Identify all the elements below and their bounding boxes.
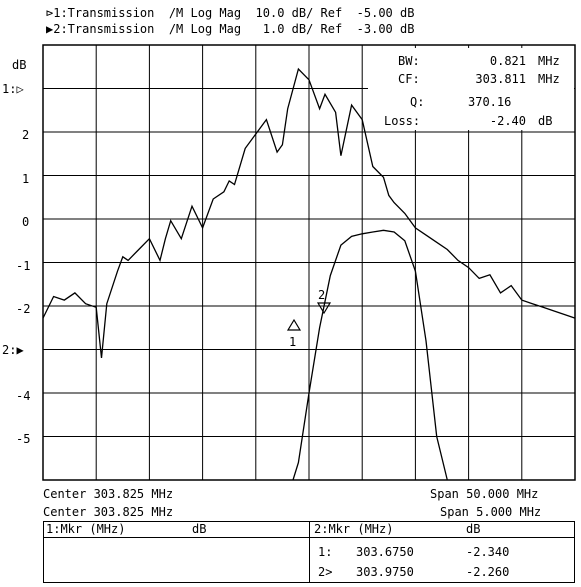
trace-2-line [292,229,448,481]
marker-table-divider [309,521,310,583]
loss-value: -2.40 [489,114,526,128]
q-value: 370.16 [468,95,512,109]
y-unit-label: dB [12,58,27,72]
marker-1-triangle [286,318,302,331]
y-tick: -5 [16,432,31,446]
center-freq-2: Center 303.825 MHz [43,505,174,519]
center-freq-1: Center 303.825 MHz [43,487,174,501]
stats-panel: BW: 0.821 MHz CF: 303.811 MHz Q: 370.16 … [368,48,574,130]
marker-table-header-rule [43,537,575,538]
loss-unit: dB [538,114,553,128]
y-tick: -1 [16,259,31,273]
cf-value: 303.811 [475,72,526,86]
span-1: Span 50.000 MHz [430,487,539,501]
marker-1[interactable]: 1 [286,318,302,349]
right-unit-header: dB [466,522,481,536]
cf-label: CF: [398,72,420,86]
right-mkr-header: 2:Mkr (MHz) [314,522,394,536]
marker-2[interactable]: 2 [316,288,332,315]
span-2: Span 5.000 MHz [440,505,542,519]
q-label: Q: [410,95,425,109]
trace-2-ref-marker: 2:▶ [2,343,24,357]
y-tick: 1 [22,172,30,186]
bw-label: BW: [398,54,420,68]
marker-1-label: 1 [289,335,296,349]
bw-value: 0.821 [489,54,526,68]
marker-row-1-freq[interactable]: 303.6750 [356,545,414,559]
marker-row-1-index: 1: [318,545,333,559]
cf-unit: MHz [538,72,560,86]
trace-1-ref-marker: 1:▷ [2,82,24,96]
trace-1-line [42,67,576,358]
bw-unit: MHz [538,54,560,68]
trace-2-header: ▶2:Transmission /M Log Mag 1.0 dB/ Ref -… [46,22,415,36]
marker-row-2-index: 2> [318,565,333,579]
trace-1-header: ⊳1:Transmission /M Log Mag 10.0 dB/ Ref … [46,6,415,20]
y-tick: -4 [16,389,31,403]
loss-label: Loss: [384,114,421,128]
y-tick: 0 [22,215,30,229]
y-tick: -2 [16,302,31,316]
marker-row-1-value: -2.340 [466,545,510,559]
marker-2-label: 2 [318,288,325,302]
y-tick: 2 [22,128,30,142]
left-mkr-header: 1:Mkr (MHz) [46,522,126,536]
marker-2-triangle [316,302,332,315]
marker-row-2-freq[interactable]: 303.9750 [356,565,414,579]
marker-row-2-value: -2.260 [466,565,510,579]
left-unit-header: dB [192,522,207,536]
